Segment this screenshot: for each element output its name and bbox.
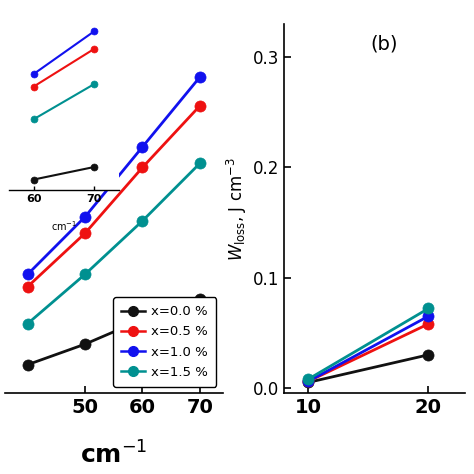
Text: cm$^{-1}$: cm$^{-1}$ xyxy=(51,219,77,233)
Legend: x=0.0 %, x=0.5 %, x=1.0 %, x=1.5 %: x=0.0 %, x=0.5 %, x=1.0 %, x=1.5 % xyxy=(113,297,216,387)
Y-axis label: $W_{\mathrm{loss}}$, J cm$^{-3}$: $W_{\mathrm{loss}}$, J cm$^{-3}$ xyxy=(225,156,249,261)
Text: (b): (b) xyxy=(371,35,398,54)
Text: cm$^{-1}$: cm$^{-1}$ xyxy=(80,441,147,469)
